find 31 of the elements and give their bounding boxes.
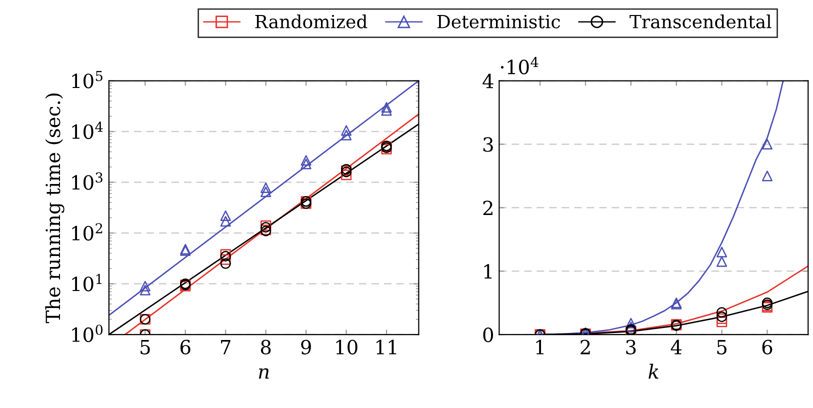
x-tick-label: 5 — [717, 340, 726, 354]
x-tick-label: 6 — [762, 340, 772, 354]
y-tick-label: 10$^{1}$ — [72, 274, 102, 292]
y-tick-label: 10$^{4}$ — [72, 122, 103, 140]
y-tick-label: 10$^{5}$ — [72, 71, 102, 88]
legend-label: Transcendental — [630, 14, 772, 28]
x-tick-label: 6 — [180, 340, 190, 354]
x-tick-label: 4 — [670, 340, 682, 354]
x-tick-label: 10 — [336, 340, 358, 354]
y-tick-label: 4 — [482, 74, 494, 88]
legend-label: Deterministic — [437, 14, 560, 28]
y-tick-label: 3 — [483, 137, 493, 152]
x-tick-label: 11 — [376, 340, 396, 354]
y-tick-label: 2 — [483, 200, 492, 216]
y-tick-label: 10$^{3}$ — [72, 172, 102, 190]
y-tick-label: 10$^{2}$ — [72, 223, 102, 241]
x-tick-label: 2 — [580, 340, 590, 354]
y-tick-label: 1 — [484, 264, 492, 279]
y-tick-label: 10$^{0}$ — [72, 324, 103, 342]
x-axis-title: n — [258, 368, 269, 379]
x-tick-label: 9 — [301, 340, 311, 354]
text: ·10$^{4}$ — [500, 56, 538, 74]
x-tick-label: 7 — [221, 340, 230, 354]
x-tick-label: 5 — [140, 340, 150, 354]
x-tick-label: 3 — [626, 340, 636, 354]
x-tick-label: 1 — [536, 340, 544, 354]
x-tick-label: 8 — [260, 340, 271, 354]
y-axis-title: The running time (sec.) — [45, 94, 64, 324]
legend-label: Randomized — [255, 14, 368, 28]
x-axis-title: k — [648, 364, 658, 379]
y-tick-label: 0 — [483, 328, 494, 342]
